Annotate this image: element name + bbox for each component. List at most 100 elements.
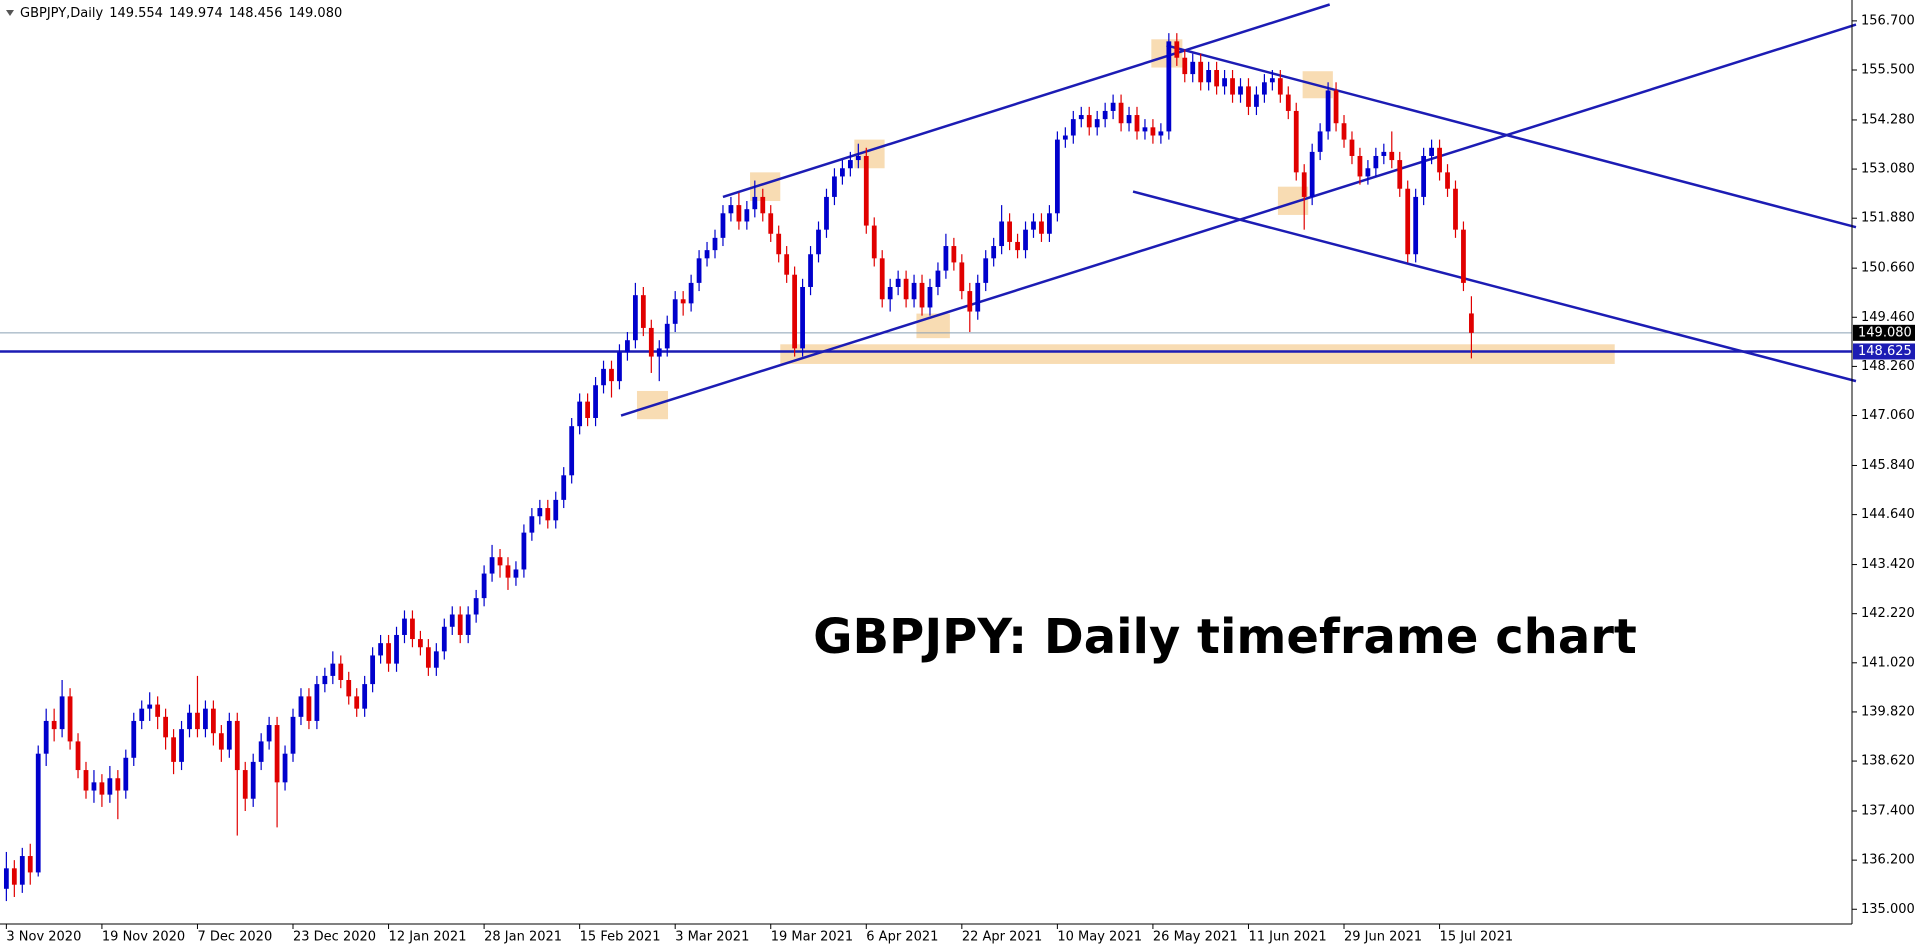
candle-body [234,720,240,771]
x-tick-label: 15 Jul 2021 [1440,930,1514,945]
price-label: 149.080 [1858,325,1912,340]
candle-body [1325,90,1331,132]
candle-body [330,663,336,676]
level-box [1853,343,1915,360]
y-tick-label: 136.200 [1861,853,1915,868]
candle-body [760,196,766,214]
candle-body [139,708,145,721]
candle-body [354,696,360,709]
candle-body [601,368,606,386]
candle-body [1301,172,1307,197]
candle-body [338,663,344,681]
candle-body [481,573,487,599]
candle-body [418,639,423,648]
candle-body [1039,221,1044,234]
candle-body [1277,78,1283,95]
y-tick-label: 137.400 [1861,804,1915,819]
candle-body [553,499,559,521]
candle-body [855,155,861,161]
candle-body [258,741,264,762]
candle-body [664,323,670,349]
candle-body [83,770,89,791]
candle-body [609,368,614,382]
candle-body [561,475,567,500]
candle-body [147,704,153,709]
candle-body [314,684,320,721]
candle-body [744,209,750,222]
candle-body [1341,123,1347,140]
candle-body [203,708,208,730]
x-tick-label: 7 Dec 2020 [197,930,272,945]
header: GBPJPY,Daily 149.554 149.974 148.456 149.080 [20,6,342,21]
candle-body [871,225,877,259]
candle-body [712,237,718,251]
candle-body [179,729,184,762]
candle-body [1142,127,1148,132]
candle-body [688,282,694,304]
candle-body [274,725,280,783]
candle-body [1094,119,1100,128]
x-tick-label: 26 May 2021 [1153,930,1238,945]
header-value: 149.554 [109,6,163,21]
candle-body [465,614,471,635]
candle-body [1015,241,1020,251]
candle-body [895,278,901,287]
candle-body [1397,160,1403,189]
candle-body [625,340,630,353]
candle-body [298,696,304,717]
x-tick-label: 3 Nov 2020 [6,930,81,945]
x-tick-label: 12 Jan 2021 [389,930,467,945]
candle-body [1198,61,1204,83]
candle-body [935,270,941,287]
annotation: GBPJPY: Daily timeframe chart [813,609,1637,665]
candle-body [1285,94,1291,111]
candle-body [43,720,49,754]
candle-body [959,262,965,292]
candle-body [1269,78,1275,83]
candle-body [1421,155,1427,197]
candle-body [824,196,829,230]
candle-body [776,233,782,255]
candles [3,33,1474,902]
candle-body [386,643,391,664]
candle-body [800,286,805,349]
candle-body [911,282,917,300]
candle-body [792,274,798,349]
candle-body [370,655,376,685]
candle-body [107,778,113,795]
candle-body [1317,131,1323,152]
candle-body [226,720,232,750]
candle-body [545,508,551,521]
candle-body [1230,78,1235,95]
candle-body [704,250,710,259]
level-label: 148.625 [1858,344,1912,359]
candle-body [457,614,463,635]
candle-body [250,761,256,799]
candle-body [1222,78,1227,87]
x-tick-label: 22 Apr 2021 [962,930,1042,945]
candle-body [593,385,598,418]
candle-body [433,651,439,668]
candle-body [27,856,33,873]
candle-body [1413,196,1419,255]
candle-body [513,569,519,578]
candle-body [521,532,527,570]
candle-body [903,278,909,300]
candle-body [505,565,511,578]
candle-body [999,221,1005,247]
y-tick-label: 135.000 [1861,902,1915,917]
header-value: 149.080 [288,6,342,21]
x-tick-label: 19 Nov 2020 [102,930,185,945]
y-tick-label: 145.840 [1861,458,1915,473]
candle-body [91,782,97,791]
symbol: GBPJPY,Daily [20,6,103,21]
candle-body [242,770,248,799]
candle-body [1349,139,1355,156]
header-value: 148.456 [229,6,283,21]
x-tick-label: 3 Mar 2021 [675,930,749,945]
candle-body [1174,41,1180,58]
candle-body [1365,168,1371,177]
candle-body [1102,110,1108,120]
candle-body [1254,94,1259,107]
